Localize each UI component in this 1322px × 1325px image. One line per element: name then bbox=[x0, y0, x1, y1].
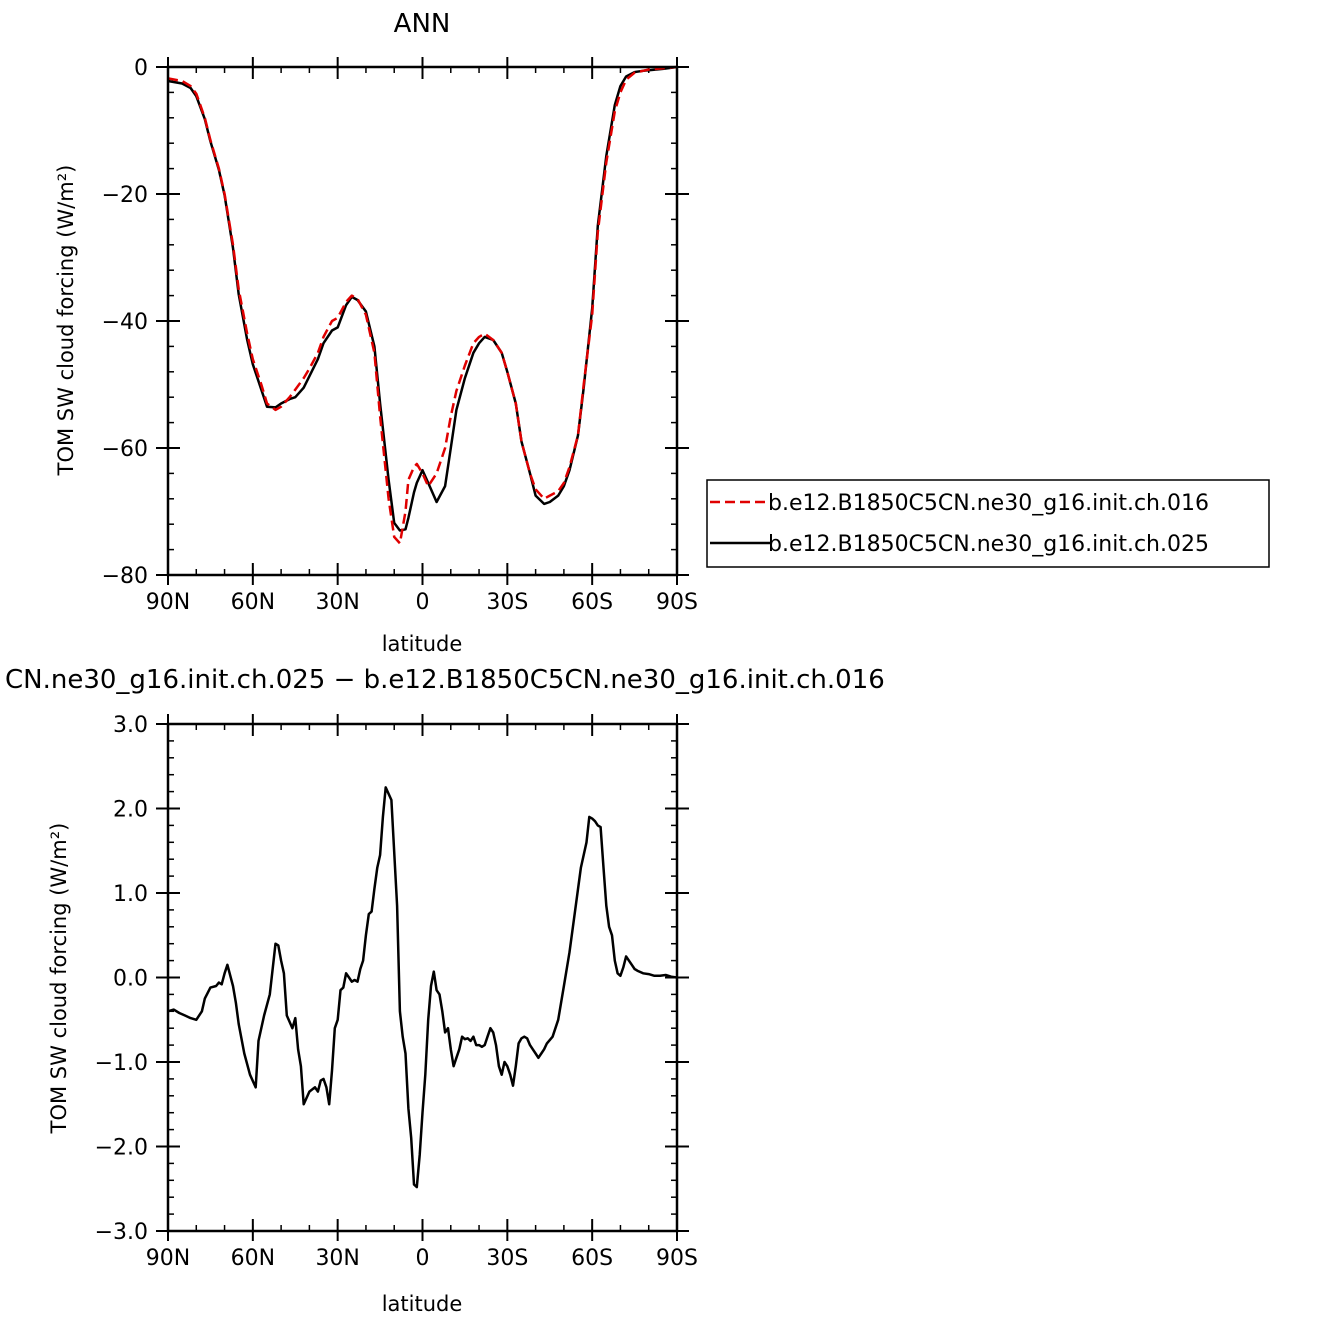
bottom-y-tick-label: −3.0 bbox=[95, 1220, 148, 1245]
top-x-tick-label: 60N bbox=[231, 590, 275, 615]
top-x-tick-label: 30S bbox=[486, 590, 528, 615]
legend-label-series-016: b.e12.B1850C5CN.ne30_g16.init.ch.016 bbox=[768, 491, 1209, 516]
bottom-y-tick-label: 1.0 bbox=[113, 882, 148, 907]
top-y-tick-label: −60 bbox=[102, 437, 148, 462]
top-series-line-0 bbox=[167, 65, 678, 545]
bottom-y-tick-label: −2.0 bbox=[95, 1136, 148, 1161]
legend: b.e12.B1850C5CN.ne30_g16.init.ch.016 b.e… bbox=[706, 479, 1270, 568]
bottom-y-tick-label: 2.0 bbox=[113, 798, 148, 823]
top-x-tick-label: 90S bbox=[656, 590, 698, 615]
bottom-x-tick-label: 0 bbox=[416, 1246, 430, 1271]
bottom-x-tick-label: 30S bbox=[486, 1246, 528, 1271]
top-panel: ANN 90N 60N 30N 0 30S 60S 90S 0 −20 −40 −60 −80 lat… bbox=[54, 9, 698, 656]
bottom-x-axis-label: latitude bbox=[382, 1292, 463, 1316]
top-series-line-1 bbox=[167, 65, 678, 532]
top-x-tick-label: 0 bbox=[416, 590, 430, 615]
top-x-tick-label: 30N bbox=[315, 590, 359, 615]
top-plot-area: 90N 60N 30N 0 30S 60S 90S 0 −20 −40 −60 −80 bbox=[102, 56, 698, 615]
top-x-tick-label: 60S bbox=[571, 590, 613, 615]
bottom-x-tick-label: 30N bbox=[315, 1246, 359, 1271]
top-y-axis-label: TOM SW cloud forcing (W/m²) bbox=[54, 165, 78, 477]
bottom-x-tick-label: 90N bbox=[146, 1246, 190, 1271]
legend-box bbox=[706, 479, 1270, 568]
bottom-panel: CN.ne30_g16.init.ch.025 − b.e12.B1850C5C… bbox=[5, 665, 885, 1316]
top-plot-frame bbox=[166, 65, 679, 577]
top-x-tick-label: 90N bbox=[146, 590, 190, 615]
bottom-y-tick-label: 0.0 bbox=[113, 967, 148, 992]
top-y-tick-label: −40 bbox=[102, 310, 148, 335]
bottom-y-tick-label: 3.0 bbox=[113, 713, 148, 738]
bottom-plot-frame bbox=[166, 722, 679, 1233]
bottom-series-line-0 bbox=[167, 786, 678, 1189]
bottom-x-tick-label: 60S bbox=[571, 1246, 613, 1271]
bottom-y-axis-label: TOM SW cloud forcing (W/m²) bbox=[47, 823, 71, 1135]
bottom-y-tick-label: −1.0 bbox=[95, 1051, 148, 1076]
bottom-x-tick-label: 60N bbox=[231, 1246, 275, 1271]
bottom-plot-area: 90N 60N 30N 0 30S 60S 90S 3.0 2.0 1.0 0.0 −1.0 −2.0 −… bbox=[95, 713, 698, 1271]
top-y-tick-label: −80 bbox=[102, 564, 148, 589]
bottom-x-tick-label: 90S bbox=[656, 1246, 698, 1271]
top-y-tick-label: −20 bbox=[102, 183, 148, 208]
legend-label-series-025: b.e12.B1850C5CN.ne30_g16.init.ch.025 bbox=[768, 532, 1209, 557]
bottom-chart-title: CN.ne30_g16.init.ch.025 − b.e12.B1850C5C… bbox=[5, 665, 885, 695]
top-y-tick-label: 0 bbox=[134, 56, 148, 81]
top-chart-title: ANN bbox=[394, 9, 451, 39]
top-x-axis-label: latitude bbox=[382, 632, 463, 656]
